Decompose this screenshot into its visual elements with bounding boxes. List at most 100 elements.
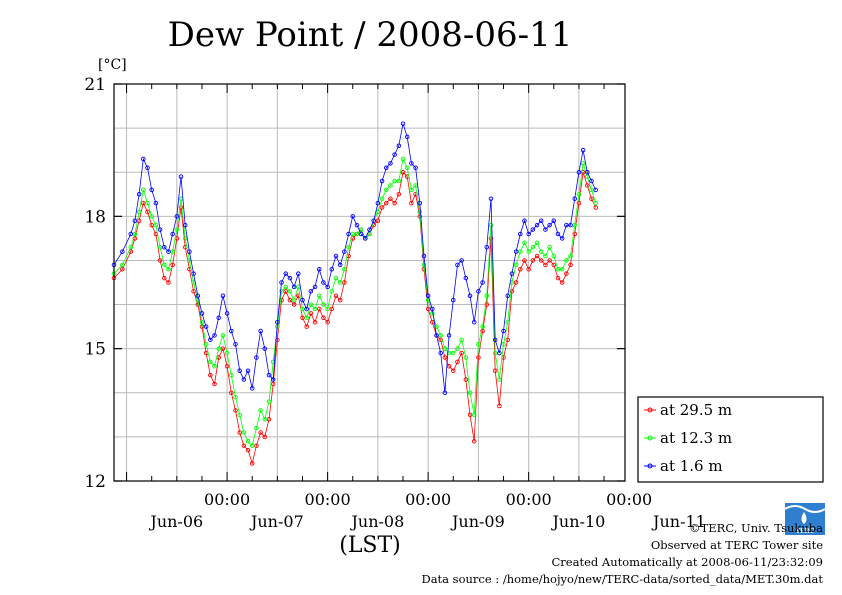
data-point — [375, 200, 381, 206]
data-point — [195, 293, 201, 298]
data-point — [245, 368, 251, 373]
data-point — [547, 258, 552, 263]
data-point — [438, 350, 443, 356]
data-point — [342, 280, 347, 285]
data-point — [409, 200, 414, 206]
data-point — [312, 284, 318, 290]
data-point — [241, 443, 247, 448]
data-point — [304, 306, 309, 312]
series-1 — [111, 156, 598, 448]
data-point — [170, 231, 175, 237]
data-point — [576, 200, 582, 206]
data-point — [589, 196, 594, 201]
data-point — [551, 262, 557, 268]
legend-label: at 12.3 m — [660, 429, 732, 447]
data-point — [379, 178, 385, 184]
data-point — [342, 249, 347, 254]
y-tick-label: 21 — [84, 75, 106, 95]
data-point — [245, 447, 251, 453]
data-point — [589, 178, 594, 184]
data-point — [321, 302, 326, 307]
data-point — [266, 372, 272, 378]
data-point — [157, 244, 163, 250]
data-point — [555, 275, 561, 281]
data-point — [446, 333, 452, 338]
data-point — [459, 337, 464, 343]
data-point — [392, 200, 397, 206]
data-point — [534, 253, 540, 259]
data-point — [203, 324, 209, 329]
legend-item: at 29.5 m — [644, 401, 732, 419]
data-point — [128, 231, 134, 237]
data-point — [396, 192, 402, 197]
data-point — [534, 240, 540, 246]
x-axis-label: (LST) — [339, 533, 401, 558]
data-point — [463, 377, 469, 382]
data-point — [438, 333, 443, 338]
data-point — [568, 262, 573, 268]
data-point — [149, 214, 154, 219]
data-point — [471, 412, 477, 418]
data-point — [526, 267, 531, 272]
series-line — [113, 157, 597, 447]
data-point — [505, 337, 510, 343]
data-point — [593, 205, 598, 210]
legend-swatch-marker — [647, 435, 653, 441]
data-point — [325, 284, 330, 290]
data-point — [145, 200, 150, 206]
series-2 — [111, 121, 598, 396]
data-point — [249, 443, 255, 448]
data-point — [178, 174, 184, 179]
x-date-label: Jun-09 — [450, 512, 505, 531]
data-point — [212, 364, 217, 369]
data-point — [384, 187, 389, 193]
data-point — [509, 289, 515, 294]
data-point — [543, 253, 548, 259]
data-point — [459, 350, 464, 356]
x-tick-time-label: 00:00 — [606, 490, 652, 509]
y-tick-label: 18 — [84, 207, 106, 227]
data-point — [392, 178, 397, 184]
data-point — [300, 306, 305, 312]
data-point — [254, 425, 259, 431]
data-point — [342, 267, 347, 272]
data-point — [580, 161, 586, 166]
data-point — [526, 231, 531, 237]
data-point — [296, 271, 301, 276]
data-point — [471, 439, 477, 444]
data-point — [538, 249, 544, 254]
data-point — [241, 430, 247, 435]
data-point — [233, 394, 238, 400]
data-point — [254, 443, 259, 448]
x-date-label: Jun-10 — [551, 512, 606, 531]
data-point — [492, 337, 498, 343]
data-point — [321, 280, 326, 285]
data-point — [279, 289, 284, 294]
data-point — [208, 359, 213, 365]
data-point — [509, 271, 515, 276]
legend: at 29.5 m at 12.3 m at 1.6 m — [637, 396, 824, 483]
data-point — [316, 267, 322, 272]
data-point — [287, 289, 293, 294]
data-point — [157, 258, 163, 263]
data-point — [455, 262, 460, 268]
data-point — [564, 271, 569, 276]
data-point — [467, 390, 473, 396]
data-point — [467, 412, 473, 418]
data-point — [375, 218, 381, 223]
data-point — [283, 289, 288, 294]
x-date-label: Jun-08 — [349, 512, 404, 531]
data-point — [237, 412, 242, 418]
data-point — [455, 359, 460, 365]
data-point — [266, 416, 272, 422]
data-point — [572, 231, 577, 237]
data-point — [476, 342, 481, 347]
data-point — [543, 227, 548, 232]
data-point — [555, 267, 561, 272]
data-point — [325, 319, 330, 325]
data-point — [136, 192, 142, 197]
logo-wave — [784, 505, 826, 513]
data-point — [585, 169, 590, 175]
data-point — [300, 315, 305, 321]
